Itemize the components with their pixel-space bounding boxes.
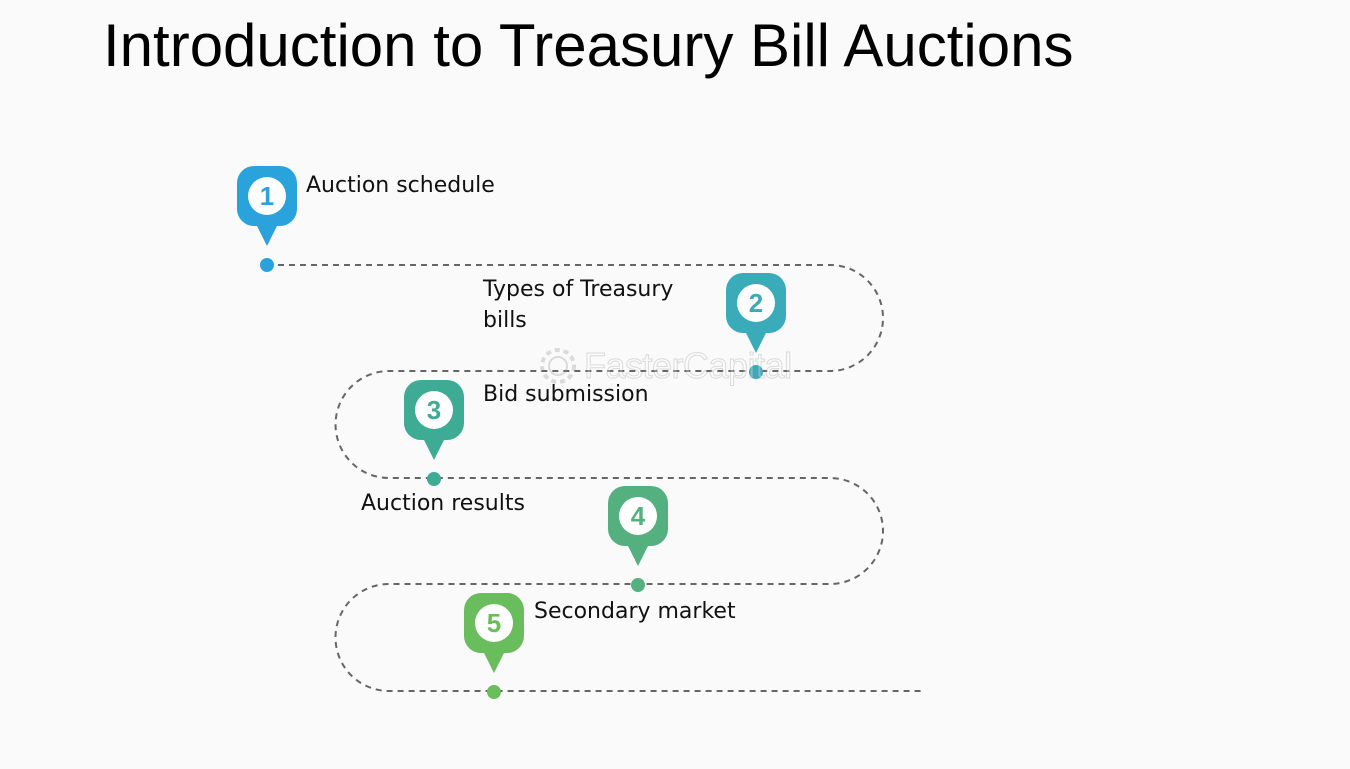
step-1-pin-tail: [256, 224, 278, 246]
step-2-label: Types of Treasury bills: [483, 277, 674, 333]
step-5-pin-tail: [483, 651, 505, 673]
step-3-number: 3: [427, 395, 441, 425]
step-4-pin-tail: [627, 544, 649, 566]
step-1-pin-center: [248, 177, 286, 215]
step-1-dot: [260, 258, 274, 272]
step-4-dot: [631, 578, 645, 592]
step-5-number: 5: [487, 608, 501, 638]
dashed-road-path: [267, 264, 925, 692]
step-2-pin-center: [737, 284, 775, 322]
step-3-label: Bid submission: [483, 382, 649, 407]
step-markers: 1 2 3 4 5: [237, 166, 786, 699]
step-5-dot: [487, 685, 501, 699]
step-1-label: Auction schedule: [306, 173, 495, 198]
step-3-dot: [427, 472, 441, 486]
step-3-marker: 3: [404, 380, 464, 486]
step-4-marker: 4: [608, 486, 668, 592]
step-2-pin-tail: [745, 331, 767, 353]
step-5-pin-center: [475, 604, 513, 642]
step-3-pin-center: [415, 391, 453, 429]
step-2-marker: 2: [726, 273, 786, 379]
step-4-pin-center: [619, 497, 657, 535]
step-1-marker: 1: [237, 166, 297, 272]
step-4-label: Auction results: [361, 491, 525, 516]
slide-title: Introduction to Treasury Bill Auctions: [103, 12, 1074, 79]
step-5-marker: 5: [464, 593, 524, 699]
step-5-label: Secondary market: [534, 599, 736, 624]
step-1-number: 1: [260, 181, 274, 211]
step-4-number: 4: [631, 501, 646, 531]
step-3-pin-tail: [423, 438, 445, 460]
step-2-number: 2: [749, 288, 763, 318]
step-2-dot: [749, 365, 763, 379]
